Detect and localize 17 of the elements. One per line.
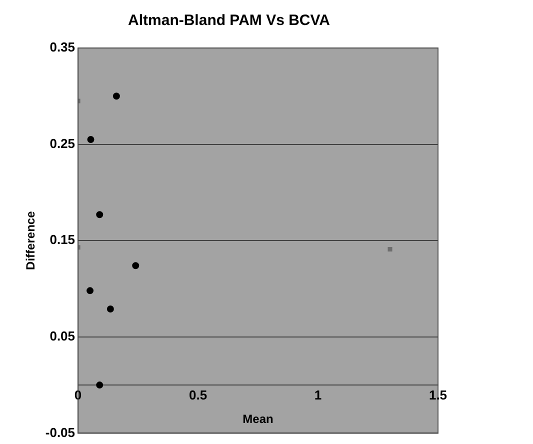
point (132, 262, 140, 270)
y-tick-label: -0.05 (45, 424, 76, 440)
chart-title: Altman-Bland PAM Vs BCVA (128, 12, 330, 30)
x-axis-title: Mean (242, 412, 274, 426)
x-tick-label: 1 (314, 387, 322, 402)
point (86, 287, 94, 294)
y-tick-label: 0.35 (50, 40, 76, 55)
point (87, 136, 94, 143)
point (96, 382, 104, 389)
point (96, 211, 104, 218)
y-tick-label: 0.25 (50, 136, 76, 151)
point (112, 92, 120, 100)
point (106, 305, 114, 312)
y-tick-label: 0.15 (50, 232, 76, 248)
y-axis-title: Difference (24, 210, 38, 270)
x-tick-label: 0.5 (188, 387, 208, 402)
y-tick-label: 0.05 (50, 328, 76, 344)
